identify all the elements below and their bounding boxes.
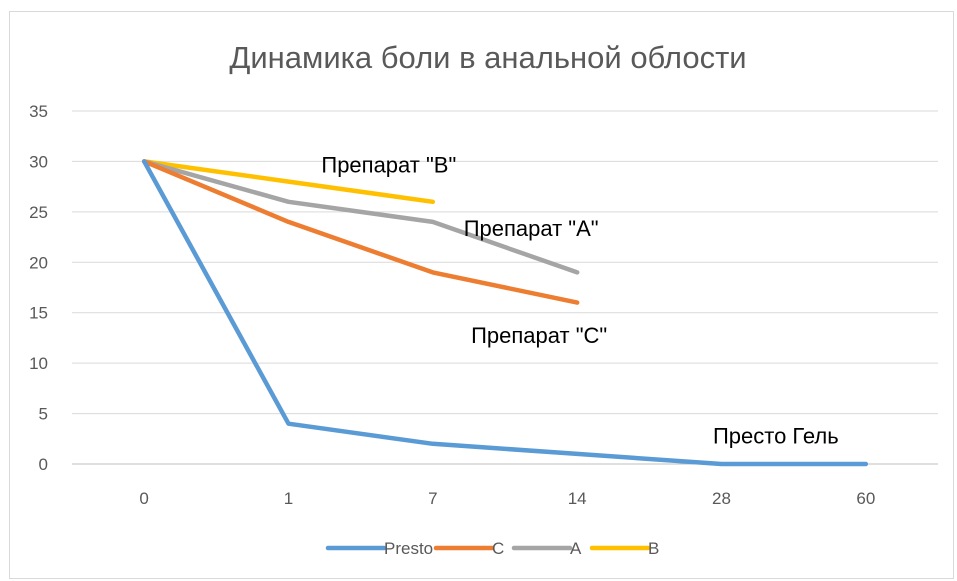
y-tick-label: 5 (39, 405, 48, 424)
annotation-label: Престо Гель (713, 424, 839, 449)
y-tick-label: 25 (29, 203, 48, 222)
legend-item-c: C (433, 539, 504, 558)
series-line-c (141, 159, 580, 305)
annotation-label: Препарат "А" (464, 216, 599, 241)
legend-label: C (492, 539, 504, 558)
y-tick-label: 20 (29, 253, 48, 272)
tick-labels: 0 5 10 15 20 25 30 35 0 1 7 14 28 60 (29, 102, 875, 508)
legend-item-b: B (589, 539, 659, 558)
legend-label: B (648, 539, 659, 558)
annotations: Препарат "В" Препарат "А" Препарат "С" Прес… (321, 152, 838, 448)
y-tick-label: 0 (39, 455, 48, 474)
series-line-b (141, 159, 436, 205)
legend-label: Presto (384, 539, 433, 558)
y-tick-label: 15 (29, 304, 48, 323)
x-tick-label: 14 (568, 489, 587, 508)
x-tick-label: 28 (712, 489, 731, 508)
y-tick-label: 10 (29, 354, 48, 373)
x-tick-label: 7 (428, 489, 437, 508)
x-tick-label: 60 (856, 489, 875, 508)
legend-item-a: A (511, 539, 582, 558)
y-tick-label: 30 (29, 152, 48, 171)
series-line-a (141, 159, 580, 275)
y-tick-label: 35 (29, 102, 48, 121)
legend-label: A (570, 539, 582, 558)
chart-title: Динамика боли в анальной облости (229, 40, 746, 75)
annotation-label: Препарат "В" (321, 152, 456, 177)
x-tick-label: 0 (139, 489, 148, 508)
legend-item-presto: Presto (325, 539, 433, 558)
x-tick-label: 1 (284, 489, 293, 508)
series-lines (141, 159, 869, 467)
chart-frame (9, 11, 954, 579)
legend: Presto C A B (325, 539, 659, 558)
series-line-presto (141, 159, 869, 467)
annotation-label: Препарат "С" (471, 323, 607, 348)
